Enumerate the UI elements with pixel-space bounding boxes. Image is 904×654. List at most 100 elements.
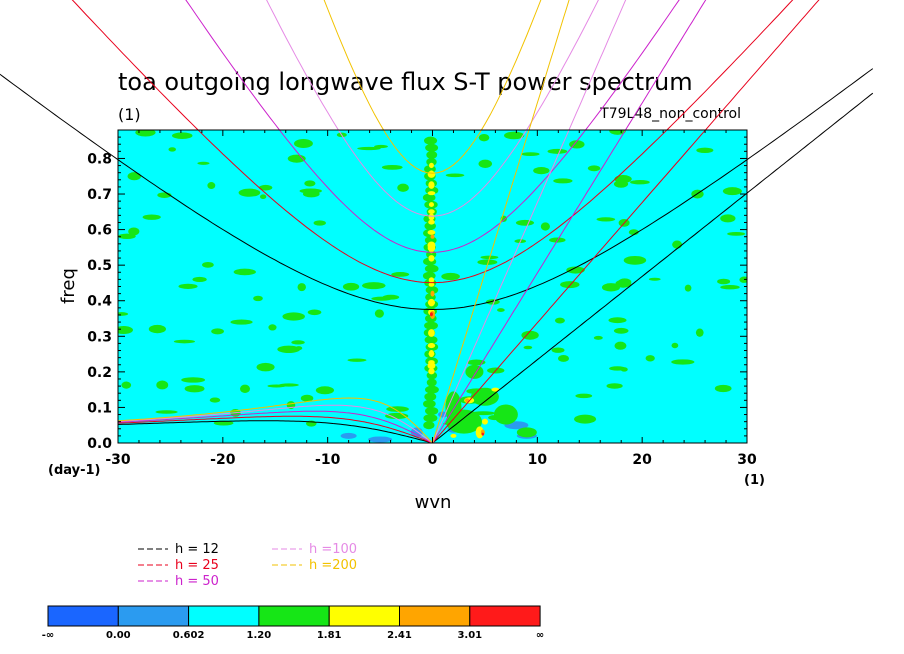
colorbar-swatch	[399, 605, 471, 627]
kelvin-wave-curve	[432, 0, 627, 444]
y-tick-label: 0.7	[87, 187, 112, 203]
green-contour-blob	[493, 404, 518, 425]
green-contour-blob	[515, 219, 535, 226]
green-contour-blob	[478, 133, 490, 142]
green-contour-blob	[362, 282, 386, 290]
colorbar: -∞ 0.00 0.602 1.20 1.81 2.41 3.01 ∞	[42, 605, 544, 641]
colorbar-label: 0.00	[106, 630, 131, 641]
y-axis-ticks: 0.0 0.1 0.2 0.3 0.4 0.5 0.6 0.7 0.8	[87, 136, 747, 452]
green-contour-blob	[739, 276, 747, 283]
x-tick-label: 0	[428, 452, 438, 468]
rossby-wave-curve	[118, 420, 433, 443]
colorbar-label: 3.01	[457, 630, 482, 641]
green-contour-blob	[504, 131, 525, 140]
green-contour-blob	[135, 130, 156, 137]
green-contour-blob	[239, 384, 251, 394]
x-tick-label: -10	[315, 452, 341, 468]
green-contour-blob	[523, 345, 533, 350]
colorbar-label: -∞	[42, 630, 54, 641]
green-contour-blob	[121, 381, 132, 389]
green-contour-blob	[566, 266, 585, 274]
green-contour-blob	[268, 324, 277, 331]
green-contour-blob	[391, 272, 410, 277]
colorbar-label: ∞	[536, 630, 544, 641]
green-contour-blob	[672, 240, 683, 249]
green-contour-blob	[230, 319, 253, 325]
legend-label: h = 50	[175, 574, 219, 589]
green-contour-blob	[423, 421, 435, 430]
yellow-contour-blob	[428, 181, 435, 189]
yellow-contour-blob	[427, 343, 436, 349]
green-contour-blob	[148, 324, 166, 334]
colorbar-label: 0.602	[173, 630, 205, 641]
green-contour-blob	[614, 175, 632, 184]
yellow-contour-blob	[428, 298, 435, 307]
yellow-contour-blob	[428, 245, 435, 254]
green-contour-blob	[424, 264, 439, 273]
green-contour-blob	[623, 255, 647, 265]
green-contour-blob	[424, 392, 437, 401]
y-tick-label: 0.2	[87, 365, 112, 381]
green-contour-blob	[202, 261, 214, 268]
green-contour-blob	[425, 286, 439, 295]
gravity-wave-curve	[71, 0, 794, 284]
green-contour-blob	[425, 406, 439, 415]
colorbar-swatch	[117, 605, 190, 627]
yellow-contour-blob	[428, 213, 435, 221]
orange-contour-blob	[430, 234, 435, 239]
green-contour-blob	[197, 161, 210, 165]
gravity-wave-curve	[185, 0, 680, 253]
green-contour-blob	[299, 188, 322, 194]
y-tick-label: 0.0	[87, 436, 112, 452]
green-contour-blob	[238, 188, 261, 197]
green-contour-blob	[425, 385, 439, 394]
green-contour-blob	[720, 285, 740, 290]
y-tick-label: 0.5	[87, 258, 112, 274]
green-contour-blob	[278, 383, 299, 387]
green-contour-blob	[601, 283, 621, 292]
green-contour-blob	[381, 164, 403, 170]
x-tick-label: 20	[632, 452, 652, 468]
green-contour-blob	[424, 321, 438, 330]
yellow-contour-blob	[428, 329, 435, 337]
green-contour-blob	[521, 152, 540, 157]
x-unit-label: (1)	[744, 473, 765, 488]
green-contour-blob	[282, 312, 305, 321]
green-contour-blob	[425, 143, 439, 152]
green-contour-blob	[671, 359, 695, 365]
green-contour-blob	[606, 383, 623, 389]
green-contour-blob	[155, 410, 178, 414]
green-contour-blob	[533, 167, 550, 175]
green-contour-blob	[593, 335, 603, 340]
yellow-contour-blob	[427, 230, 436, 235]
kelvin-wave-curve	[432, 0, 570, 444]
green-contour-blob	[696, 147, 714, 154]
green-contour-blob	[441, 272, 460, 281]
green-contour-blob	[291, 340, 305, 345]
rossby-wave-curve	[118, 415, 433, 443]
yellow-contour-blob	[428, 351, 435, 356]
green-contour-blob	[648, 277, 661, 281]
contour-blobs	[118, 130, 747, 443]
blue-contour-blob	[340, 432, 357, 439]
green-contour-blob	[424, 335, 438, 344]
green-contour-blob	[722, 187, 742, 196]
green-contour-blob	[560, 281, 580, 289]
yellow-contour-blob	[428, 368, 435, 375]
legend-label: h =200	[309, 558, 357, 573]
colorbar-swatch	[258, 605, 330, 627]
orange-contour-blob	[430, 290, 435, 297]
green-contour-blob	[424, 136, 438, 145]
rossby-wave-curve	[118, 397, 433, 443]
green-contour-blob	[587, 165, 601, 172]
green-contour-blob	[307, 309, 322, 316]
green-contour-blob	[554, 317, 565, 324]
yellow-contour-blob	[428, 255, 435, 261]
green-contour-blob	[477, 259, 498, 265]
green-contour-blob	[497, 308, 505, 312]
y-unit-label: (day-1)	[48, 463, 100, 478]
green-contour-blob	[557, 355, 569, 362]
green-contour-blob	[172, 132, 193, 139]
yellow-contour-blob	[481, 418, 488, 425]
